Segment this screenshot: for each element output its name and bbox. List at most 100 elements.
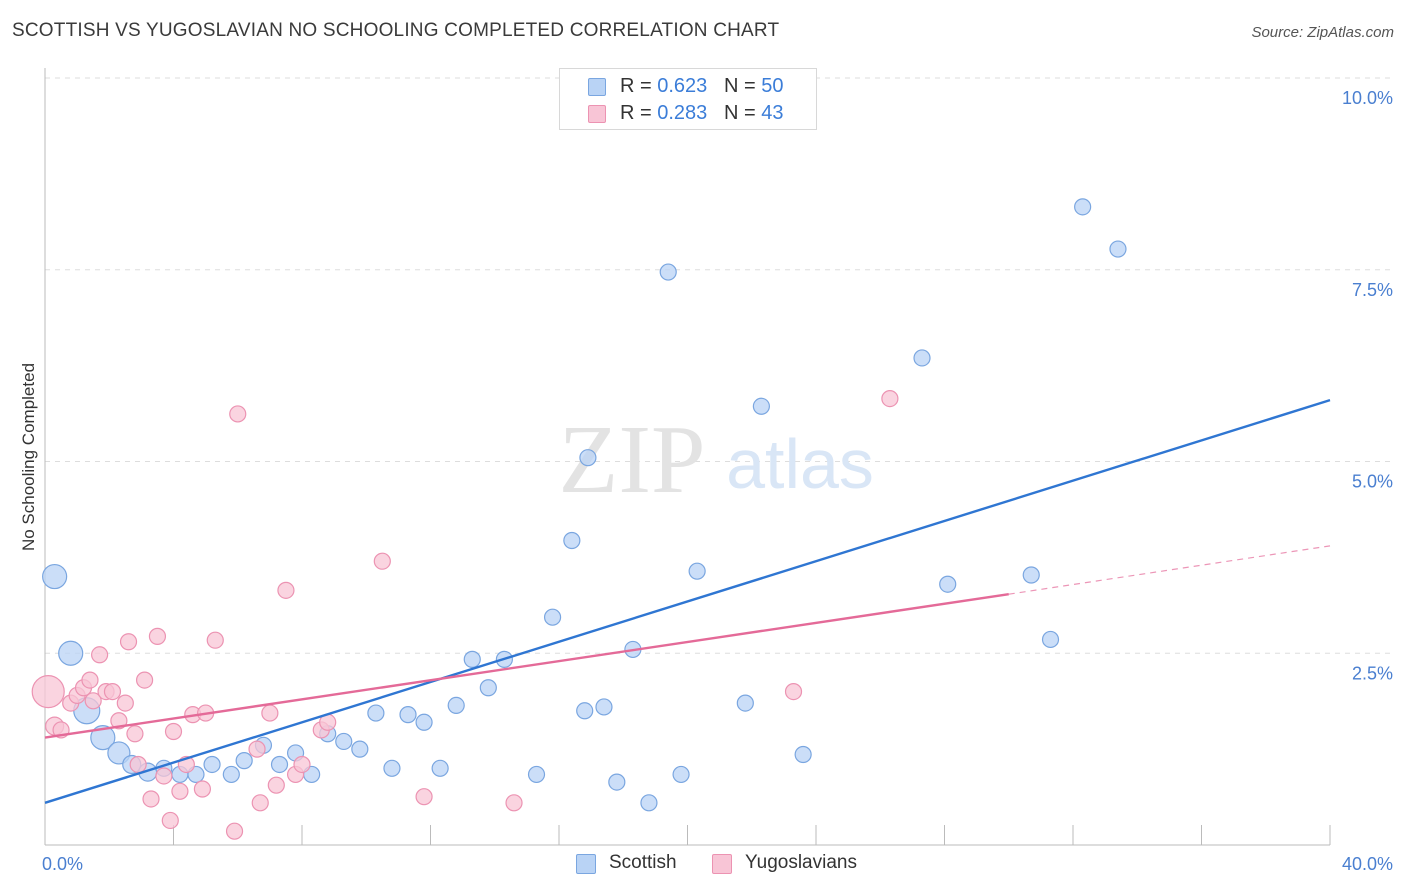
yugoslavians-point-21 [164, 722, 183, 741]
scottish-point-23 [415, 713, 433, 731]
scottish-point-41 [736, 694, 754, 712]
scottish-legend-swatch [576, 854, 596, 874]
x-tick-label-1: 40.0% [1342, 854, 1393, 874]
yugoslavians-point-32 [261, 704, 279, 722]
yugoslavians-point-25 [193, 780, 212, 798]
scottish-point-26 [463, 650, 481, 668]
scottish-point-42 [752, 397, 770, 415]
scottish-swatch [588, 78, 606, 96]
scottish-r-label: R = [620, 75, 658, 97]
scottish-point-34 [595, 698, 613, 716]
scottish-point-22 [399, 706, 417, 724]
watermark: ZIP atlas [559, 406, 874, 514]
scottish-point-14 [270, 755, 289, 774]
scottish-point-44 [913, 349, 931, 367]
yugoslavians-point-11 [110, 712, 128, 730]
scottish-point-19 [351, 740, 369, 758]
yugoslavians-r-label: R = [620, 102, 658, 124]
tick-labels: 2.5% 5.0% 7.5% 10.0% 0.0% 40.0% [42, 88, 1393, 874]
scottish-point-38 [659, 263, 677, 281]
y-tick-label-1: 5.0% [1352, 472, 1393, 492]
yugoslavians-point-41 [505, 794, 523, 812]
scottish-point-33 [576, 702, 594, 720]
yugoslavians-point-43 [881, 390, 899, 408]
yugoslavians-legend-label: Yugoslavians [745, 852, 857, 873]
x-tick-label-0: 0.0% [42, 854, 83, 874]
yugoslavians-trend-line [44, 593, 1009, 739]
trend-layer [44, 398, 1331, 804]
yugoslavians-point-28 [225, 822, 244, 840]
yugoslavians-n-value: 43 [761, 102, 784, 124]
yugoslavians-point-22 [171, 782, 189, 800]
yugoslavians-point-7 [84, 692, 102, 710]
y-tick-label-2: 7.5% [1352, 280, 1393, 300]
scottish-point-35 [608, 773, 626, 791]
yugoslavians-point-19 [155, 767, 173, 785]
scottish-trend-line [44, 398, 1331, 804]
y-axis-label: No Schooling Completed [19, 363, 38, 551]
chart-title: SCOTTISH VS YUGOSLAVIAN NO SCHOOLING COM… [12, 20, 780, 41]
correlation-legend: R = 0.623 N = 50 R = 0.283 N = 43 [559, 68, 817, 130]
yugoslavians-point-13 [119, 633, 138, 651]
yugoslavians-point-39 [373, 552, 391, 570]
scottish-point-3 [90, 725, 116, 751]
scottish-point-27 [479, 679, 497, 697]
yugoslavians-point-42 [784, 682, 803, 701]
scottish-legend-label: Scottish [609, 852, 677, 873]
yugoslavians-trend-extension [1008, 545, 1331, 595]
scottish-point-31 [563, 531, 581, 550]
scottish-point-20 [367, 704, 385, 722]
scottish-point-45 [939, 575, 957, 593]
yugoslavians-point-29 [229, 405, 247, 423]
yugoslavians-point-8 [91, 646, 109, 664]
scottish-point-39 [672, 765, 690, 784]
yugoslavians-point-33 [267, 776, 285, 794]
yugoslavians-point-12 [116, 694, 134, 712]
scottish-n-value: 50 [761, 75, 784, 97]
scottish-point-29 [527, 765, 546, 784]
scottish-point-32 [579, 449, 597, 467]
yugoslavians-point-0 [31, 674, 65, 709]
yugoslavians-point-27 [206, 631, 224, 649]
y-tick-label-3: 10.0% [1342, 88, 1393, 108]
scottish-point-21 [383, 759, 401, 777]
yugoslavians-point-40 [415, 788, 433, 806]
scottish-n-label: N = [723, 75, 762, 97]
axis-layer [44, 68, 1331, 846]
scottish-point-37 [640, 794, 658, 812]
yugoslavians-n-label: N = [723, 102, 762, 124]
scottish-point-43 [794, 745, 812, 764]
yugoslavians-swatch [588, 105, 606, 123]
scottish-point-48 [1074, 198, 1092, 216]
yugoslavians-r-value: 0.283 [657, 102, 708, 124]
scottish-r-value: 0.623 [657, 75, 708, 97]
grid-layer [45, 77, 1390, 654]
scottish-point-46 [1022, 566, 1040, 584]
scottish-point-40 [688, 562, 706, 580]
yugoslavians-point-20 [161, 811, 179, 830]
yugoslavians-point-34 [277, 581, 295, 599]
yugoslavians-legend-swatch [712, 854, 732, 874]
scottish-point-11 [222, 765, 240, 784]
watermark-atlas: atlas [726, 425, 874, 503]
scottish-point-0 [42, 563, 68, 590]
yugoslavians-point-36 [293, 755, 311, 774]
scottish-point-18 [335, 732, 353, 751]
scottish-point-47 [1041, 630, 1060, 649]
yugoslavians-point-6 [81, 671, 99, 689]
points-layer [31, 198, 1127, 840]
scottish-point-30 [543, 608, 562, 626]
yugoslavians-point-31 [251, 794, 269, 812]
yugoslavians-point-30 [248, 740, 266, 758]
yugoslavians-point-15 [129, 755, 147, 774]
scottish-point-10 [203, 755, 221, 774]
scottish-point-49 [1109, 240, 1127, 258]
yugoslavians-point-14 [126, 725, 144, 743]
yugoslavians-point-17 [142, 790, 160, 808]
scottish-point-25 [447, 696, 465, 715]
yugoslavians-point-18 [148, 627, 167, 645]
source-label: Source: ZipAtlas.com [1251, 24, 1394, 41]
y-tick-label-0: 2.5% [1352, 663, 1393, 683]
scottish-point-12 [235, 752, 253, 770]
